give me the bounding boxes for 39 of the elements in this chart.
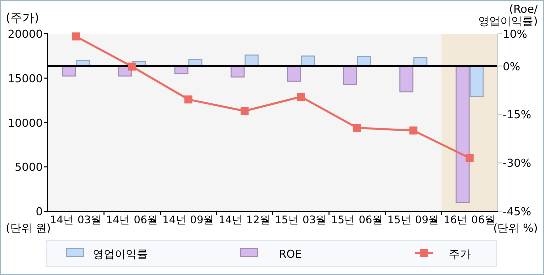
legend-label: ROE: [279, 248, 302, 261]
bar: [400, 66, 414, 93]
x-tick-label: 15년 03월: [275, 214, 328, 226]
legend-label: 영업이익률: [93, 248, 148, 261]
point: [72, 32, 80, 41]
x-tick-label: 15년 09월: [388, 214, 440, 226]
point: [240, 107, 249, 116]
x-tick-label: 14년 12월: [218, 214, 271, 226]
text: (단위 원): [6, 222, 52, 235]
bar: [62, 66, 76, 77]
x-tick-label: 14년 09월: [162, 214, 215, 226]
point: [410, 126, 418, 135]
y2-axis-title: (Roe/ 영업이익률): [478, 3, 538, 28]
y2-tick-label: 10%: [503, 28, 528, 41]
y2-tick-label: -45%: [503, 206, 532, 218]
x-tick-label: 15년 06월: [331, 214, 384, 226]
bar: [470, 66, 484, 98]
y2-tick-label: 0%: [503, 60, 520, 74]
point: [184, 96, 193, 104]
bar: [287, 66, 302, 82]
y-axis-title: (주가): [6, 11, 40, 25]
bar: [343, 66, 358, 86]
point: [297, 93, 306, 102]
bar: [456, 66, 470, 204]
y-tick-label: 15000: [8, 72, 43, 86]
point: [353, 124, 362, 132]
text: (단위 %): [493, 222, 538, 235]
y-tick-label: 0: [36, 206, 43, 218]
point: [466, 154, 474, 162]
legend-label: 주가: [449, 248, 471, 261]
y2-tick-label: -30%: [503, 157, 532, 170]
point: [128, 62, 136, 71]
y-tick-label: 10000: [8, 116, 43, 130]
x-tick-label: 14년 03월: [50, 214, 102, 226]
x-tick-label: 16년 06월: [444, 214, 496, 226]
x-tick-label: 14년 06월: [106, 214, 158, 226]
y-tick-label: 20000: [8, 28, 43, 41]
y-tick-label: 5000: [15, 161, 43, 174]
y2-tick-label: -15%: [503, 108, 532, 122]
